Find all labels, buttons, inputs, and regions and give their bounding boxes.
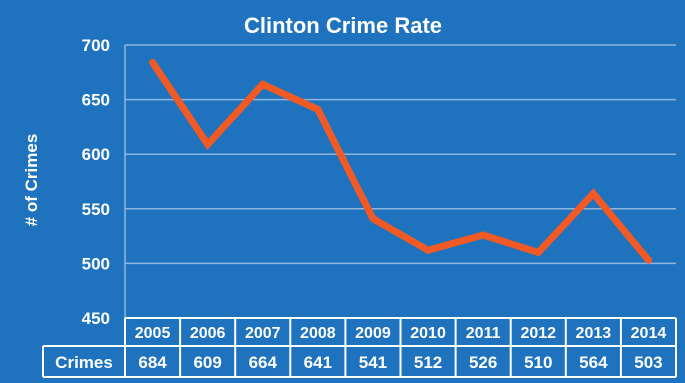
table-value-cell: 541 [359,353,387,372]
y-tick-label: 600 [82,145,110,164]
table-value-cell: 526 [469,353,497,372]
data-point [479,231,487,239]
table-value-cell: 684 [138,353,167,372]
data-point [534,248,542,256]
data-point [204,140,212,148]
x-category-label: 2008 [300,325,336,342]
table-value-cell: 641 [304,353,332,372]
table-value-cell: 510 [524,353,552,372]
table-value-cell: 609 [193,353,221,372]
y-tick-label: 500 [82,254,110,273]
x-category-label: 2009 [355,325,391,342]
data-point [589,190,597,198]
y-axis-label: # of Crimes [22,134,41,227]
data-table: 2005 2006 2007 2008 2009 2010 2011 2012 2013 2014… [42,317,677,378]
chart-title: Clinton Crime Rate [244,13,442,38]
table-value-cell: 512 [414,353,442,372]
y-tick-label: 700 [82,36,110,55]
x-category-label: 2014 [631,325,667,342]
y-tick-label: 650 [82,91,110,110]
data-point [259,80,267,88]
x-category-label: 2005 [135,325,171,342]
data-point [314,105,322,113]
x-category-label: 2007 [245,325,281,342]
series-layer [149,58,652,264]
data-point [424,246,432,254]
table-value-cell: 503 [634,353,662,372]
data-point [369,215,377,223]
data-point [149,58,157,66]
x-category-label: 2006 [190,325,226,342]
y-tick-labels: 450 500 550 600 650 700 [82,36,110,328]
y-tick-label: 450 [82,309,110,328]
series-line-crimes [149,58,652,264]
x-category-label: 2011 [466,325,501,342]
x-category-label: 2013 [576,325,612,342]
gridlines [124,44,676,318]
table-value-cell: 664 [249,353,278,372]
data-point [644,256,652,264]
table-series-label: Crimes [55,353,113,372]
table-value-cell: 564 [579,353,608,372]
x-category-label: 2010 [410,325,446,342]
x-category-label: 2012 [520,325,556,342]
y-tick-label: 550 [82,200,110,219]
